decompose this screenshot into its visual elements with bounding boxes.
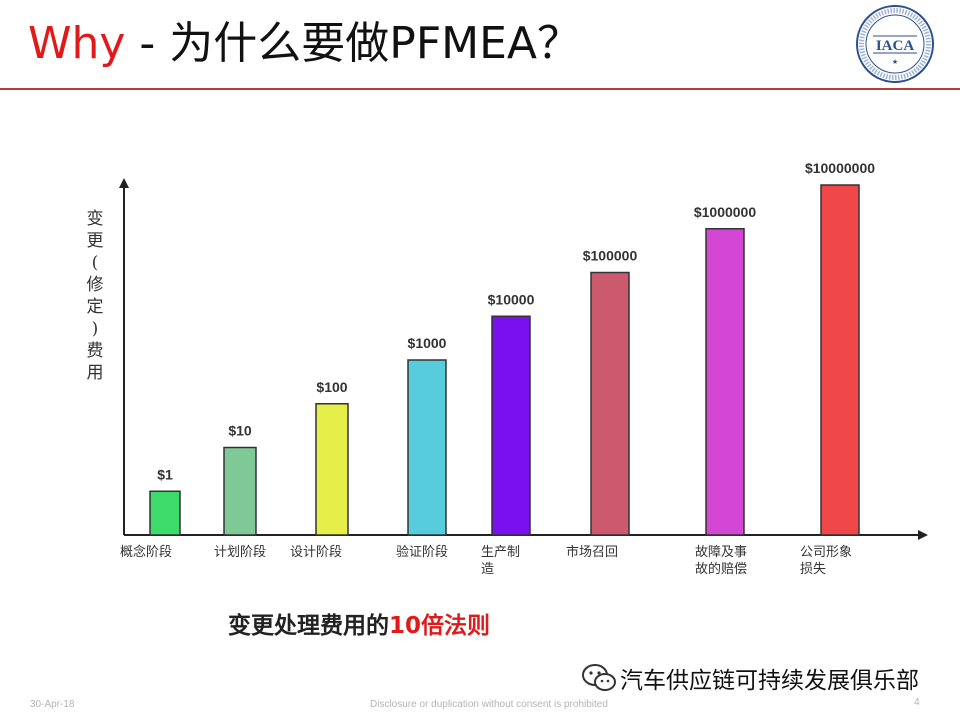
- iaca-logo: IACA ★: [856, 5, 934, 83]
- chart-subtitle-text: 变更处理费用的: [228, 613, 389, 639]
- category-label: 故障及事故的赔偿: [695, 545, 747, 577]
- category-label: 概念阶段: [120, 544, 172, 560]
- bar-value-label: $10000000: [805, 160, 875, 176]
- chart-subtitle-emphasis: 10倍法则: [389, 613, 491, 639]
- wechat-account-name: 汽车供应链可持续发展俱乐部: [620, 668, 919, 694]
- footer-date: 30-Apr-18: [30, 699, 75, 710]
- page-title: Why - 为什么要做PFMEA？: [28, 14, 581, 74]
- title-text: - 为什么要做PFMEA？: [125, 18, 581, 69]
- category-label: 生产制造: [481, 545, 520, 577]
- wechat-icon: [582, 664, 616, 691]
- bar: [315, 403, 349, 536]
- bar-value-label: $1000000: [694, 204, 757, 220]
- y-axis-label: 变更(修定)费用: [87, 209, 104, 383]
- category-labels: 概念阶段 计划阶段 设计阶段 验证阶段 生产制造 市场召回 故障及事故的赔偿 公司形象损失: [120, 544, 852, 577]
- category-label: 公司形象损失: [800, 545, 852, 577]
- bar: [820, 184, 860, 536]
- svg-text:★: ★: [892, 58, 898, 66]
- bars: [149, 184, 860, 536]
- bar-value-label: $100: [316, 379, 347, 395]
- title-why: Why: [28, 18, 126, 69]
- y-axis-arrow: [119, 178, 129, 188]
- bar-value-label: $1: [157, 466, 173, 482]
- bar: [590, 271, 630, 536]
- bar-value-label: $100000: [583, 248, 638, 264]
- bar: [407, 359, 447, 536]
- footer-disclaimer: Disclosure or duplication without consen…: [370, 699, 608, 710]
- category-label: 市场召回: [566, 544, 618, 560]
- x-axis-arrow: [918, 530, 928, 540]
- bar-value-label: $10: [228, 423, 252, 439]
- bar-value-label: $1000: [408, 335, 447, 351]
- page-number: 4: [914, 697, 920, 708]
- bar: [491, 315, 531, 536]
- chart-subtitle: 变更处理费用的10倍法则: [228, 606, 490, 640]
- title-divider: [0, 88, 960, 90]
- category-label: 验证阶段: [396, 544, 448, 560]
- bar: [149, 490, 181, 536]
- bar-value-label: $10000: [488, 291, 535, 307]
- category-label: 计划阶段: [214, 545, 266, 560]
- category-label: 设计阶段: [290, 545, 342, 560]
- logo-text: IACA: [876, 38, 915, 54]
- bar: [223, 446, 257, 536]
- value-labels: $1 $10 $100 $1000 $10000 $100000 $1000000 $1000…: [157, 160, 875, 482]
- wechat-watermark: 汽车供应链可持续发展俱乐部: [580, 660, 919, 696]
- bar: [705, 228, 745, 536]
- svg-text:变更(修定)费用: 变更(修定)费用: [87, 209, 104, 383]
